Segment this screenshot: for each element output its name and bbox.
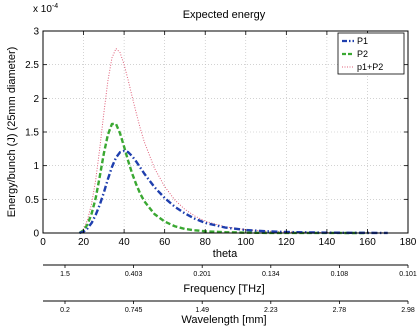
legend-label-p1p2: p1+P2 bbox=[357, 62, 383, 72]
x-tick-label: 60 bbox=[159, 237, 171, 248]
y-axis-label: Energy/bunch (J) (25mm diameter) bbox=[6, 47, 18, 218]
secondary-tick-label: 1.5 bbox=[60, 271, 70, 278]
y-tick-label: 0.5 bbox=[25, 195, 39, 206]
y-exponent-base: x 10 bbox=[33, 4, 52, 15]
y-tick-label: 2 bbox=[33, 94, 39, 105]
y-tick-label: 1 bbox=[33, 161, 39, 172]
secondary-tick-label: 0.101 bbox=[399, 271, 417, 278]
chart-title: Expected energy bbox=[183, 9, 266, 21]
legend-label-p2: P2 bbox=[357, 49, 368, 59]
secondary-tick-label: 0.201 bbox=[193, 271, 211, 278]
secondary-tick-label: 0.108 bbox=[331, 271, 349, 278]
x-tick-label: 100 bbox=[237, 237, 254, 248]
x-axis-label: theta bbox=[213, 248, 238, 260]
legend: P1 P2 p1+P2 bbox=[337, 32, 405, 75]
x-tick-label: 140 bbox=[319, 237, 336, 248]
wavelength-axis-label: Wavelength [mm] bbox=[181, 314, 266, 326]
y-tick-label: 1.5 bbox=[25, 128, 39, 139]
grid bbox=[43, 31, 408, 233]
secondary-tick-label: 2.78 bbox=[333, 307, 347, 314]
series-line-p1p2 bbox=[79, 48, 388, 234]
legend-label-p1: P1 bbox=[357, 36, 368, 46]
wavelength-axis: 0.2 0.745 1.49 2.23 2.78 2.98 Wavelength [mm] bbox=[43, 300, 415, 326]
x-tick-label: 160 bbox=[359, 237, 376, 248]
x-tick-label: 20 bbox=[78, 237, 90, 248]
y-exponent-label: x 10-4 bbox=[33, 3, 58, 15]
x-tick-label: 40 bbox=[119, 237, 131, 248]
x-tick-label: 0 bbox=[40, 237, 46, 248]
secondary-tick-label: 0.403 bbox=[125, 271, 143, 278]
y-tick-label: 3 bbox=[33, 27, 39, 38]
x-tick-label: 180 bbox=[400, 237, 417, 248]
secondary-tick-label: 1.49 bbox=[195, 307, 209, 314]
wavelength-axis-ticks: 0.2 0.745 1.49 2.23 2.78 2.98 bbox=[60, 301, 415, 314]
y-exponent-power: -4 bbox=[52, 3, 58, 10]
y-tick-label: 0 bbox=[33, 229, 39, 240]
secondary-tick-label: 2.98 bbox=[401, 307, 415, 314]
x-tick-label: 120 bbox=[278, 237, 295, 248]
frequency-axis-ticks: 1.5 0.403 0.201 0.134 0.108 0.101 bbox=[60, 265, 417, 278]
x-axis-ticks: 0 20 40 60 80 100 120 140 160 180 bbox=[40, 31, 417, 248]
y-tick-label: 2.5 bbox=[25, 60, 39, 71]
y-axis-ticks: 0 0.5 1 1.5 2 2.5 3 bbox=[25, 27, 408, 240]
secondary-tick-label: 0.134 bbox=[262, 271, 280, 278]
frequency-axis-label: Frequency [THz] bbox=[183, 283, 264, 295]
series-line-p1 bbox=[79, 149, 388, 235]
secondary-tick-label: 0.745 bbox=[125, 307, 143, 314]
x-tick-label: 80 bbox=[200, 237, 212, 248]
secondary-tick-label: 0.2 bbox=[60, 307, 70, 314]
frequency-axis: 1.5 0.403 0.201 0.134 0.108 0.101 Frequency [… bbox=[43, 264, 417, 295]
secondary-tick-label: 2.23 bbox=[264, 307, 278, 314]
